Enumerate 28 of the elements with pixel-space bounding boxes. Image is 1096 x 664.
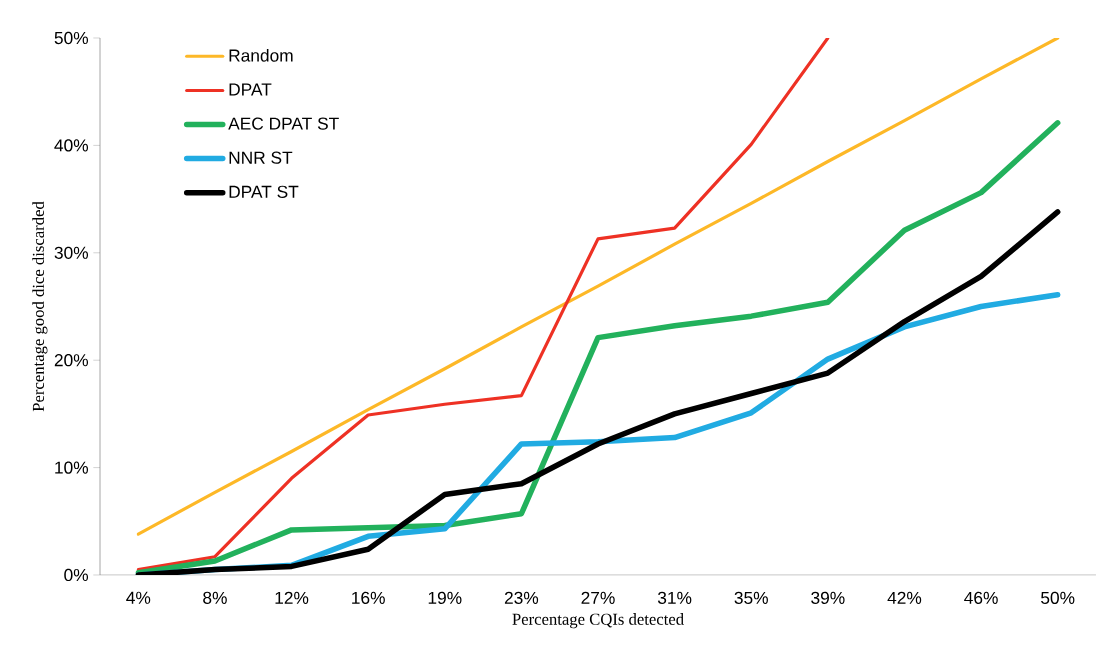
x-tick-label: 16% [352, 591, 385, 604]
y-tick-label: 0% [64, 568, 89, 582]
x-tick-label: 31% [657, 591, 692, 604]
x-tick-label: 42% [887, 591, 922, 604]
line-series [136, 38, 830, 572]
line-series [136, 38, 1060, 536]
y-tick-label: 20% [54, 354, 89, 367]
x-tick-label: 23% [504, 591, 539, 604]
legend-label: AEC DPAT ST [228, 117, 339, 130]
y-tick-label: 30% [54, 246, 89, 259]
x-tick-label: 27% [581, 591, 615, 604]
x-tick-label: 12% [275, 591, 309, 604]
legend-label: Random [229, 48, 293, 62]
y-tick-label: 10% [55, 461, 89, 474]
x-tick-label: 46% [964, 591, 998, 604]
y-tick-label: 50% [54, 31, 89, 45]
x-tick-label: 50% [1041, 591, 1075, 604]
x-tick-label: 35% [734, 591, 768, 604]
x-tick-label: 19% [428, 591, 462, 604]
y-tick-label: 40% [54, 139, 89, 152]
x-axis-title: Percentage CQIs detected [512, 613, 684, 629]
legend-label: DPAT ST [229, 185, 299, 198]
x-tick-label: 4% [126, 591, 151, 604]
x-tick-label: 39% [811, 591, 845, 604]
legend-label: DPAT [229, 83, 272, 96]
y-axis-title: Percentage good dice discarded [32, 201, 48, 412]
x-tick-label: 8% [203, 591, 227, 604]
legend-label: NNR ST [229, 151, 293, 164]
